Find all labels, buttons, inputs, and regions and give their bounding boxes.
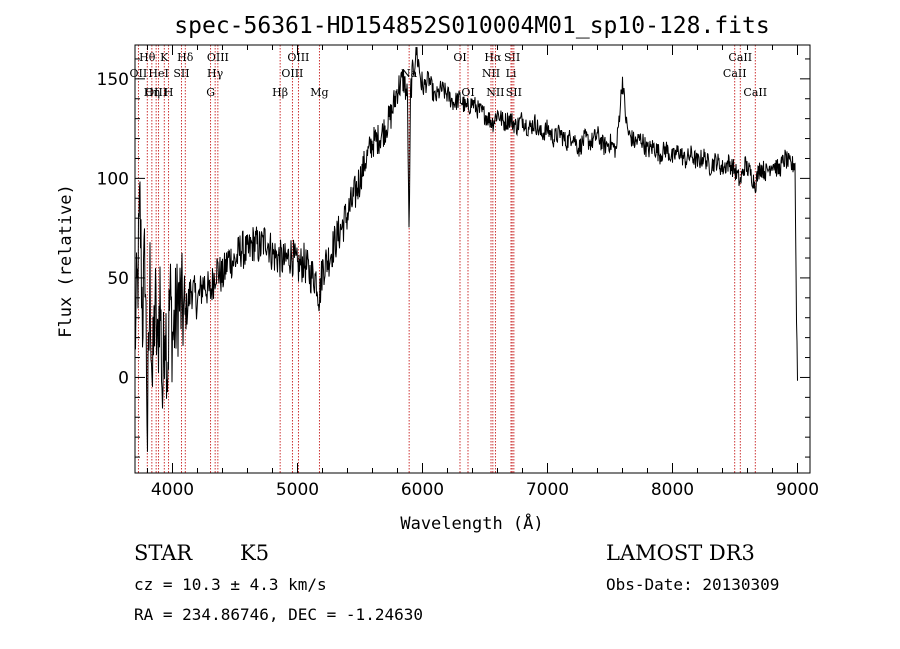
obs-date-text: Obs-Date: 20130309 xyxy=(606,575,779,594)
line-marker-label-15: Mg xyxy=(310,86,328,99)
axes-group: 4000 5000 6000 7000 8000 9000 0 50 100 150 xyxy=(97,44,819,500)
line-marker-label-2: OIII xyxy=(145,86,167,99)
line-marker-label-18: OI xyxy=(461,86,474,99)
line-marker-label-6: SII xyxy=(173,67,189,80)
line-marker-label-12: OIII xyxy=(287,51,309,64)
x-tick-label-0: 4000 xyxy=(151,480,194,500)
line-marker-label-20: SII xyxy=(504,51,520,64)
line-marker-label-11: G xyxy=(206,86,215,99)
line-marker-label-14: Hβ xyxy=(272,86,288,99)
y-tick-label-1: 50 xyxy=(107,269,129,289)
line-marker-label-21: NII xyxy=(482,67,500,80)
line-marker-group: Hθ OII OIII K HeI Hη SII H Hδ OIII Hγ G OIII OIII Hβ Mg… xyxy=(130,45,767,473)
line-marker-label-1: OII xyxy=(130,67,148,80)
line-marker-label-27: CaII xyxy=(743,86,767,99)
line-marker-label-4: HeI xyxy=(148,67,168,80)
line-marker-label-3: K xyxy=(160,51,169,64)
survey-name: LAMOST DR3 xyxy=(606,541,755,565)
x-tick-label-2: 6000 xyxy=(401,480,444,500)
x-axis-label: Wavelength (Å) xyxy=(400,512,543,534)
spectrum-series-line xyxy=(134,46,798,452)
x-tick-label-1: 5000 xyxy=(276,480,319,500)
line-marker-label-25: CaII xyxy=(728,51,752,64)
line-marker-label-9: OIII xyxy=(207,51,229,64)
y-axis-label: Flux (relative) xyxy=(56,184,76,338)
y-tick-label-2: 100 xyxy=(97,169,129,189)
line-marker-label-23: NII xyxy=(486,86,504,99)
line-marker-label-22: Li xyxy=(506,67,517,80)
line-marker-label-7: H xyxy=(164,86,174,99)
line-marker-label-10: Hγ xyxy=(207,67,224,80)
spectrum-line-group xyxy=(134,46,798,452)
y-tick-label-0: 0 xyxy=(118,368,129,388)
coordinates-text: RA = 234.86746, DEC = -1.24630 xyxy=(134,605,423,624)
line-marker-label-8: Hδ xyxy=(177,51,194,64)
object-class: STAR xyxy=(134,541,193,565)
y-tick-label-3: 150 xyxy=(97,70,129,90)
line-marker-label-5: Hη xyxy=(144,86,160,99)
line-marker-label-17: OI xyxy=(453,51,466,64)
line-marker-label-24: SII xyxy=(506,86,522,99)
x-tick-label-5: 9000 xyxy=(776,480,819,500)
line-marker-label-13: OIII xyxy=(281,67,303,80)
redshift-text: cz = 10.3 ± 4.3 km/s xyxy=(134,575,327,594)
x-tick-label-4: 8000 xyxy=(651,480,694,500)
line-marker-label-26: CaII xyxy=(723,67,747,80)
line-marker-label-0: Hθ xyxy=(139,51,156,64)
x-tick-label-3: 7000 xyxy=(526,480,569,500)
object-subclass: K5 xyxy=(240,541,269,565)
chart-title: spec-56361-HD154852S010004M01_sp10-128.f… xyxy=(174,13,769,39)
line-marker-label-19: Hα xyxy=(484,51,502,64)
